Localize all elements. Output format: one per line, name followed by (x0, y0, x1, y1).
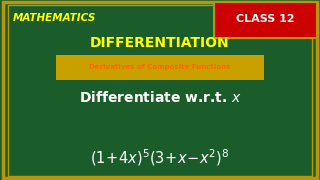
Text: Differentiate w.r.t. $\it{x}$: Differentiate w.r.t. $\it{x}$ (79, 90, 241, 105)
Text: MATHEMATICS: MATHEMATICS (13, 13, 96, 23)
Text: DIFFERENTIATION: DIFFERENTIATION (90, 36, 230, 50)
FancyBboxPatch shape (214, 2, 317, 38)
FancyBboxPatch shape (56, 55, 264, 80)
Text: Derivatives of Composite Functions: Derivatives of Composite Functions (89, 64, 231, 71)
Text: $(1\!+\!4x)^5(3\!+\!x\!-\!x^2)^8$: $(1\!+\!4x)^5(3\!+\!x\!-\!x^2)^8$ (91, 148, 229, 168)
Text: CLASS 12: CLASS 12 (236, 14, 295, 24)
